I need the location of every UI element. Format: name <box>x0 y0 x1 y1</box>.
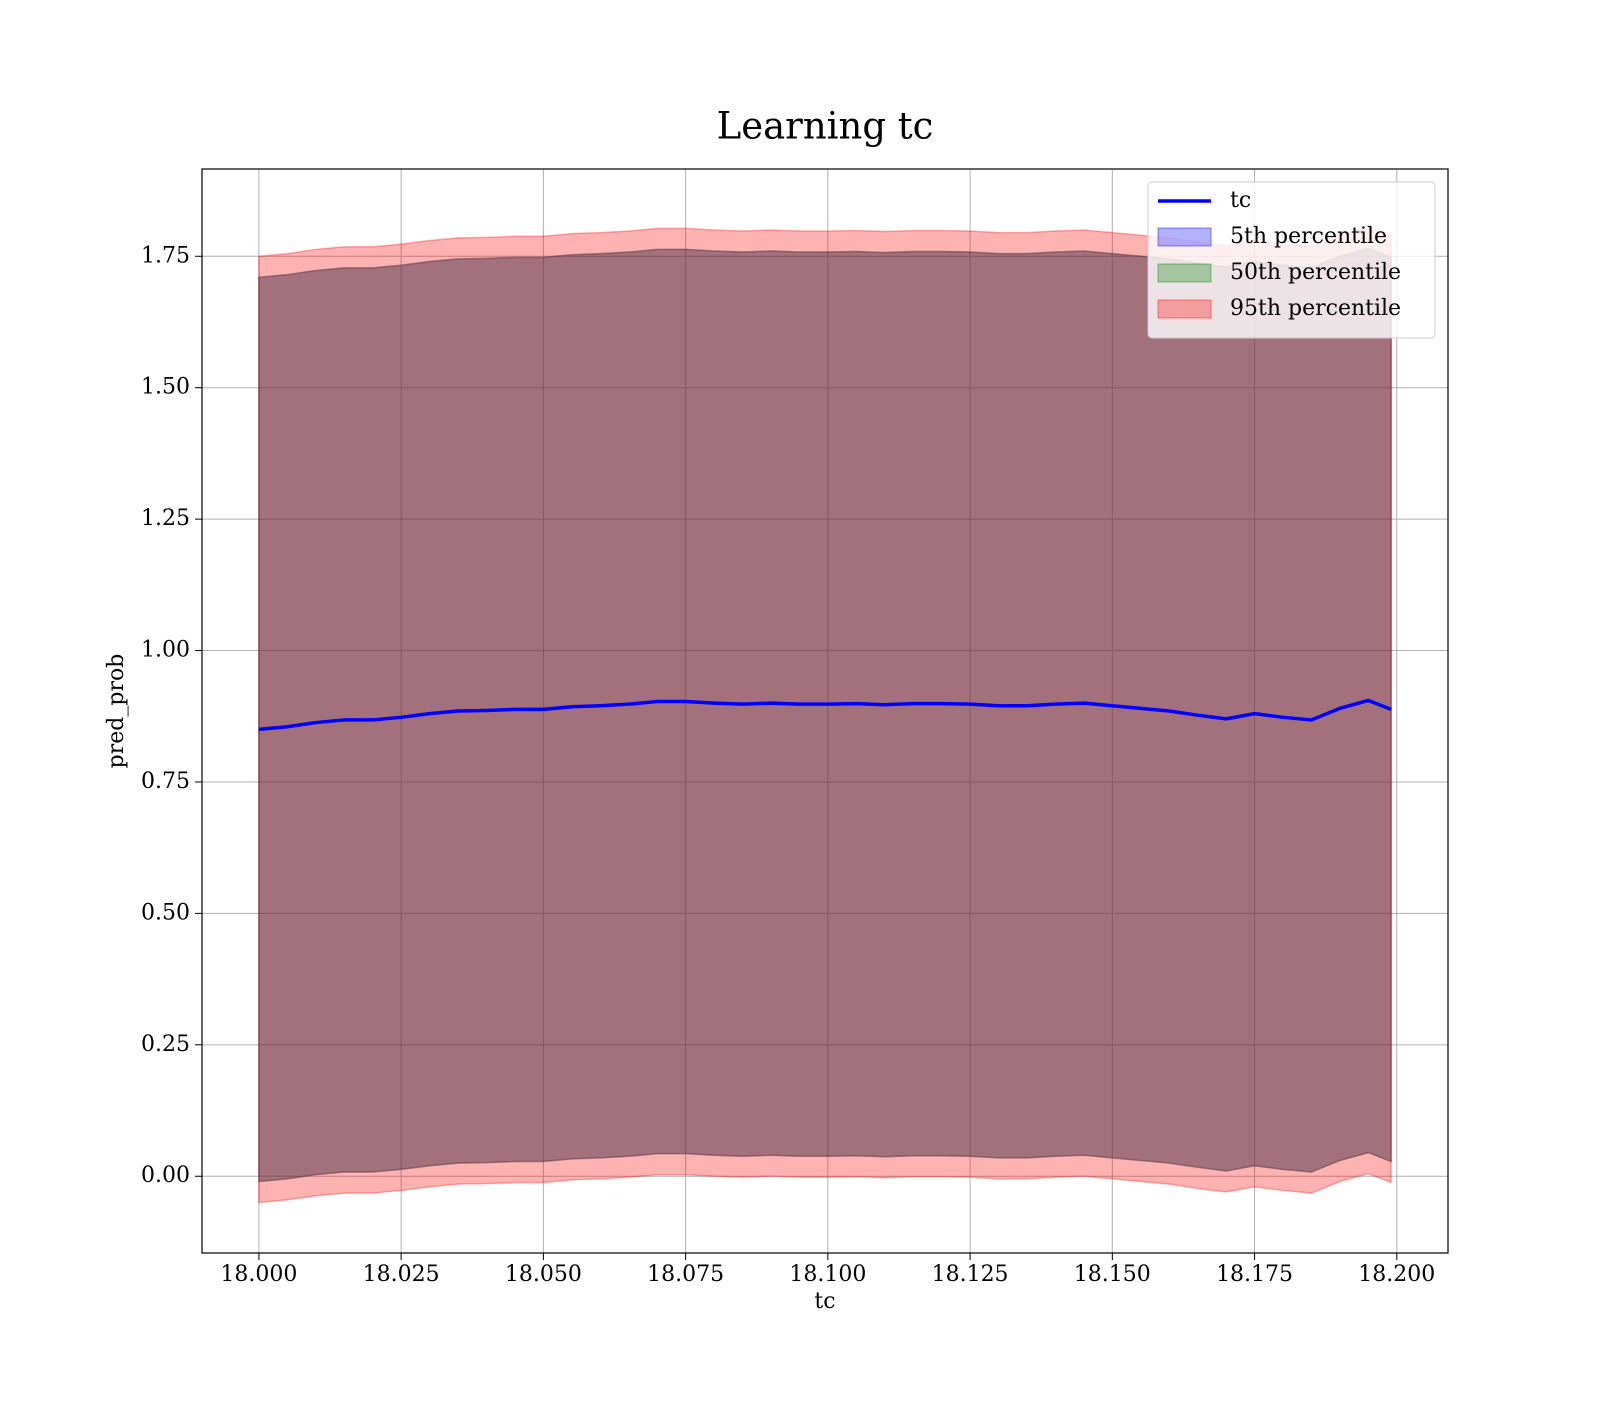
y-tick-label: 0.25 <box>141 1032 190 1057</box>
x-tick-label: 18.075 <box>647 1262 724 1287</box>
y-axis-label: pred_prob <box>104 654 129 769</box>
y-tick-label: 0.00 <box>141 1163 190 1188</box>
x-tick-label: 18.150 <box>1074 1262 1151 1287</box>
y-tick-label: 1.50 <box>141 375 190 400</box>
percentile-band <box>258 247 1392 1183</box>
y-tick-label: 1.00 <box>141 638 190 663</box>
line <box>258 698 1392 732</box>
x-tick-label: 18.025 <box>363 1262 440 1287</box>
x-tick-label: 18.000 <box>220 1262 297 1287</box>
x-axis-label: tc <box>814 1289 835 1314</box>
x-tick-label: 18.175 <box>1216 1262 1293 1287</box>
x-tick-label: 18.100 <box>789 1262 866 1287</box>
y-tick-label: 1.75 <box>141 243 190 268</box>
legend-swatch <box>1157 227 1212 247</box>
legend-swatch <box>1157 263 1212 283</box>
y-tick-label: 0.75 <box>141 769 190 794</box>
chart-title: Learning tc <box>717 105 934 148</box>
percentile-band <box>258 226 1392 1204</box>
legend-label: tc <box>1230 188 1251 213</box>
y-tick-label: 1.25 <box>141 506 190 531</box>
y-tick-label: 0.50 <box>141 900 190 925</box>
legend-box <box>1147 181 1436 339</box>
x-tick-label: 18.050 <box>505 1262 582 1287</box>
plot-frame <box>201 168 1449 1254</box>
x-tick-label: 18.200 <box>1358 1262 1435 1287</box>
percentile-band <box>258 247 1392 1183</box>
legend-label: 5th percentile <box>1230 224 1387 249</box>
grid <box>202 169 1448 1253</box>
legend: tc 5th percentile 50th percentile 95th perc… <box>1147 181 1436 339</box>
legend-label: 95th percentile <box>1230 296 1401 321</box>
legend-swatch <box>1157 299 1212 319</box>
legend-label: 50th percentile <box>1230 260 1401 285</box>
x-tick-label: 18.125 <box>932 1262 1009 1287</box>
